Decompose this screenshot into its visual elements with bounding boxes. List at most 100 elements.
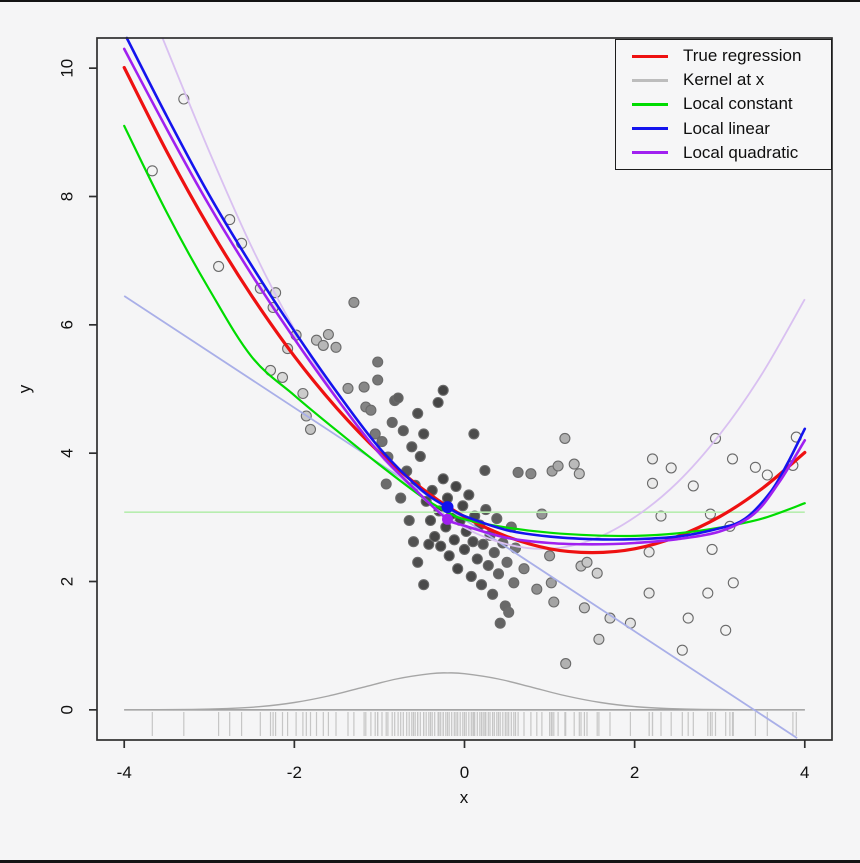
fit-quadratic-fit-parabola (161, 37, 806, 550)
kernel-curve-group (124, 672, 805, 711)
scatter-point (706, 543, 718, 555)
scatter-point (450, 480, 462, 493)
scatter-point (512, 466, 524, 478)
scatter-point (643, 546, 655, 558)
scatter-point (424, 514, 437, 527)
legend-label: Local constant (683, 94, 793, 114)
scatter-point (761, 469, 773, 481)
scatter-point (146, 165, 158, 177)
scatter-point (559, 432, 571, 444)
y-tick-label: 0 (58, 705, 77, 714)
scatter-point (397, 425, 409, 437)
scatter-point (448, 534, 460, 546)
scatter-point (503, 606, 515, 618)
scatter-point (727, 577, 739, 589)
scatter-point (418, 579, 430, 591)
local-linear-fit-point (441, 501, 454, 514)
scatter-point (317, 339, 329, 351)
x-axis-title: x (460, 788, 469, 807)
scatter-point (655, 510, 667, 522)
scatter-point (491, 513, 503, 525)
scatter-point (369, 428, 381, 440)
scatter-point (749, 461, 761, 473)
legend-label: Local quadratic (683, 142, 799, 162)
legend-label: Local linear (683, 118, 770, 138)
scatter-point (676, 644, 688, 656)
scatter-point (376, 436, 388, 448)
y-tick-label: 8 (57, 192, 76, 201)
scatter-point (358, 381, 370, 393)
scatter-point (548, 596, 560, 608)
scatter-point (432, 396, 444, 409)
scatter-point (403, 514, 415, 527)
scatter-point (487, 588, 499, 600)
scatter-point (372, 374, 384, 386)
scatter-point (665, 462, 677, 474)
scatter-point (536, 508, 548, 520)
scatter-point (479, 464, 491, 477)
scatter-point (591, 567, 603, 579)
y-tick-label: 2 (57, 577, 76, 586)
scatter-point (429, 531, 441, 543)
legend-label: True regression (683, 46, 802, 66)
top-edge-line (0, 0, 860, 2)
scatter-point (412, 407, 424, 419)
x-tick-label: 2 (630, 763, 639, 782)
scatter-point (213, 260, 225, 272)
legend-line-swatch-kernel-at-x (632, 78, 668, 82)
scatter-point (501, 556, 513, 568)
legend-entry-local-quadratic: Local quadratic (632, 143, 827, 163)
scatter-point (643, 587, 655, 599)
scatter-point (304, 423, 317, 435)
legend-entry-local-linear: Local linear (632, 119, 827, 139)
legend-line-swatch-true-regression (632, 54, 668, 58)
y-axis-title: y (15, 384, 34, 393)
scatter-point (412, 556, 424, 568)
scatter-point (544, 550, 556, 562)
scatter-point (465, 570, 477, 582)
legend-entry-local-constant: Local constant (632, 94, 827, 114)
scatter-point (475, 579, 488, 591)
scatter-point (560, 658, 572, 670)
y-tick-label: 6 (58, 320, 77, 329)
scatter-point (452, 563, 464, 575)
scatter-point (720, 624, 732, 636)
scatter-point (414, 450, 426, 462)
x-tick-label: 0 (460, 763, 469, 782)
scatter-point (726, 453, 739, 465)
fit-linear-fit-line (123, 295, 798, 739)
scatter-point (435, 540, 447, 552)
scatter-point (593, 633, 605, 645)
kernel-at-x-curve (124, 672, 805, 711)
scatter-point (342, 382, 354, 394)
scatter-point (406, 441, 418, 453)
scatter-point (494, 617, 506, 629)
scatter-point (330, 341, 342, 353)
scatter-point (482, 559, 494, 572)
scatter-point (477, 538, 489, 550)
scatter-point (525, 468, 537, 480)
scatter-point (471, 553, 483, 565)
scatter-point (407, 536, 420, 548)
scatter-point (467, 536, 479, 548)
scatter-point (457, 500, 469, 512)
bottom-edge-line (0, 860, 860, 863)
scatter-point (508, 577, 520, 589)
scatter-point (518, 563, 530, 575)
scatter-point (687, 480, 699, 492)
scatter-point (365, 404, 377, 416)
scatter-point (573, 468, 585, 480)
scatter-point (646, 477, 659, 489)
scatter-point (423, 538, 435, 550)
x-tick-label: 4 (800, 763, 809, 782)
scatter-point (395, 492, 407, 504)
scatter-point (568, 458, 580, 470)
scatter-point (276, 371, 289, 383)
fitted-value-markers-group (441, 501, 454, 525)
scatter-point (458, 543, 471, 555)
scatter-point (531, 583, 543, 595)
scatter-points-group (146, 93, 802, 670)
scatter-point (578, 602, 590, 614)
